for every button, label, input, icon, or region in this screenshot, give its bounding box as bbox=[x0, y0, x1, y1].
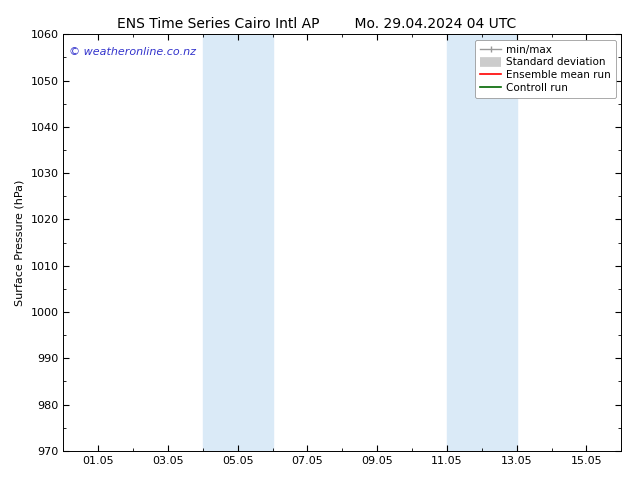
Text: © weatheronline.co.nz: © weatheronline.co.nz bbox=[69, 47, 196, 57]
Legend: min/max, Standard deviation, Ensemble mean run, Controll run: min/max, Standard deviation, Ensemble me… bbox=[475, 40, 616, 98]
Text: ENS Time Series Cairo Intl AP        Mo. 29.04.2024 04 UTC: ENS Time Series Cairo Intl AP Mo. 29.04.… bbox=[117, 17, 517, 31]
Y-axis label: Surface Pressure (hPa): Surface Pressure (hPa) bbox=[15, 179, 25, 306]
Bar bbox=[447, 34, 517, 451]
Bar bbox=[203, 34, 273, 451]
